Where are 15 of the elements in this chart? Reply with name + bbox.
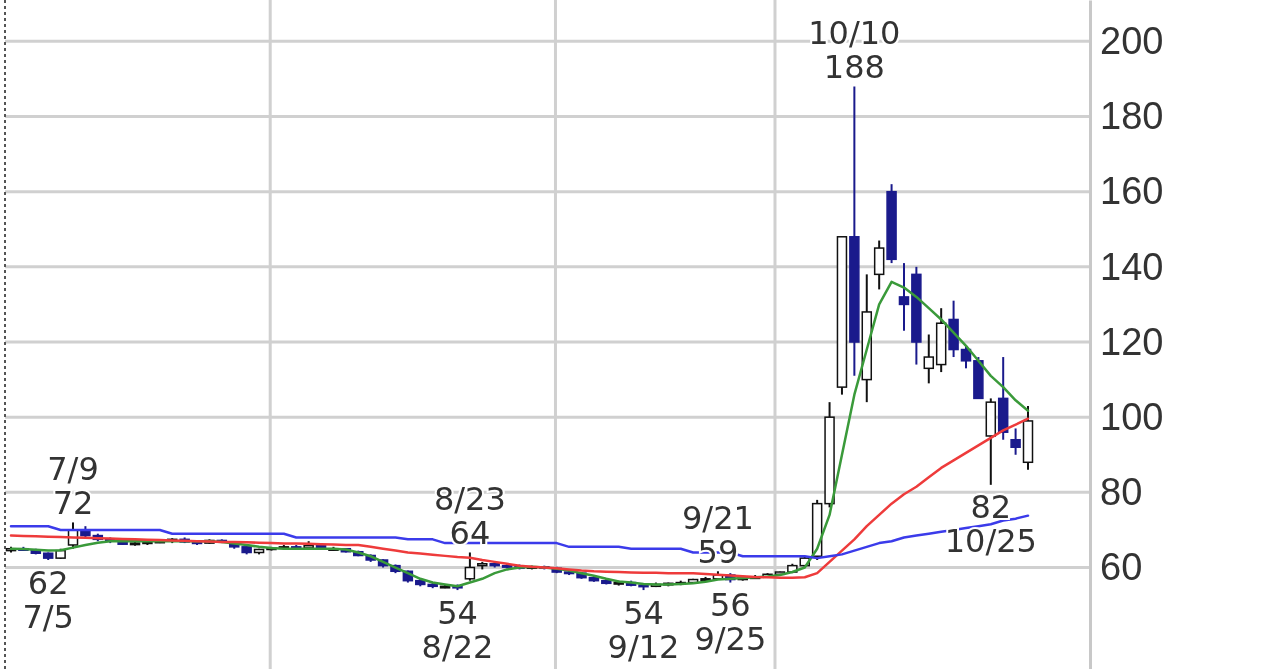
annotation: 10/10 188 xyxy=(808,14,901,87)
y-tick-label: 140 xyxy=(1100,245,1164,288)
y-tick-label: 160 xyxy=(1100,170,1164,213)
annotation: 7/9 72 xyxy=(47,450,99,523)
y-tick-label: 80 xyxy=(1100,471,1143,514)
y-tick-label: 100 xyxy=(1100,395,1164,438)
annotation: 54 8/22 xyxy=(421,593,494,666)
y-tick-label: 60 xyxy=(1100,546,1143,589)
annotation: 54 9/12 xyxy=(607,593,680,666)
y-tick-label: 200 xyxy=(1100,20,1164,62)
y-tick-label: 120 xyxy=(1100,320,1164,363)
annotation: 56 9/25 xyxy=(694,586,767,659)
annotation: 62 7/5 xyxy=(22,563,74,636)
annotation: 82 10/25 xyxy=(944,488,1037,561)
y-tick-label: 180 xyxy=(1100,95,1164,138)
